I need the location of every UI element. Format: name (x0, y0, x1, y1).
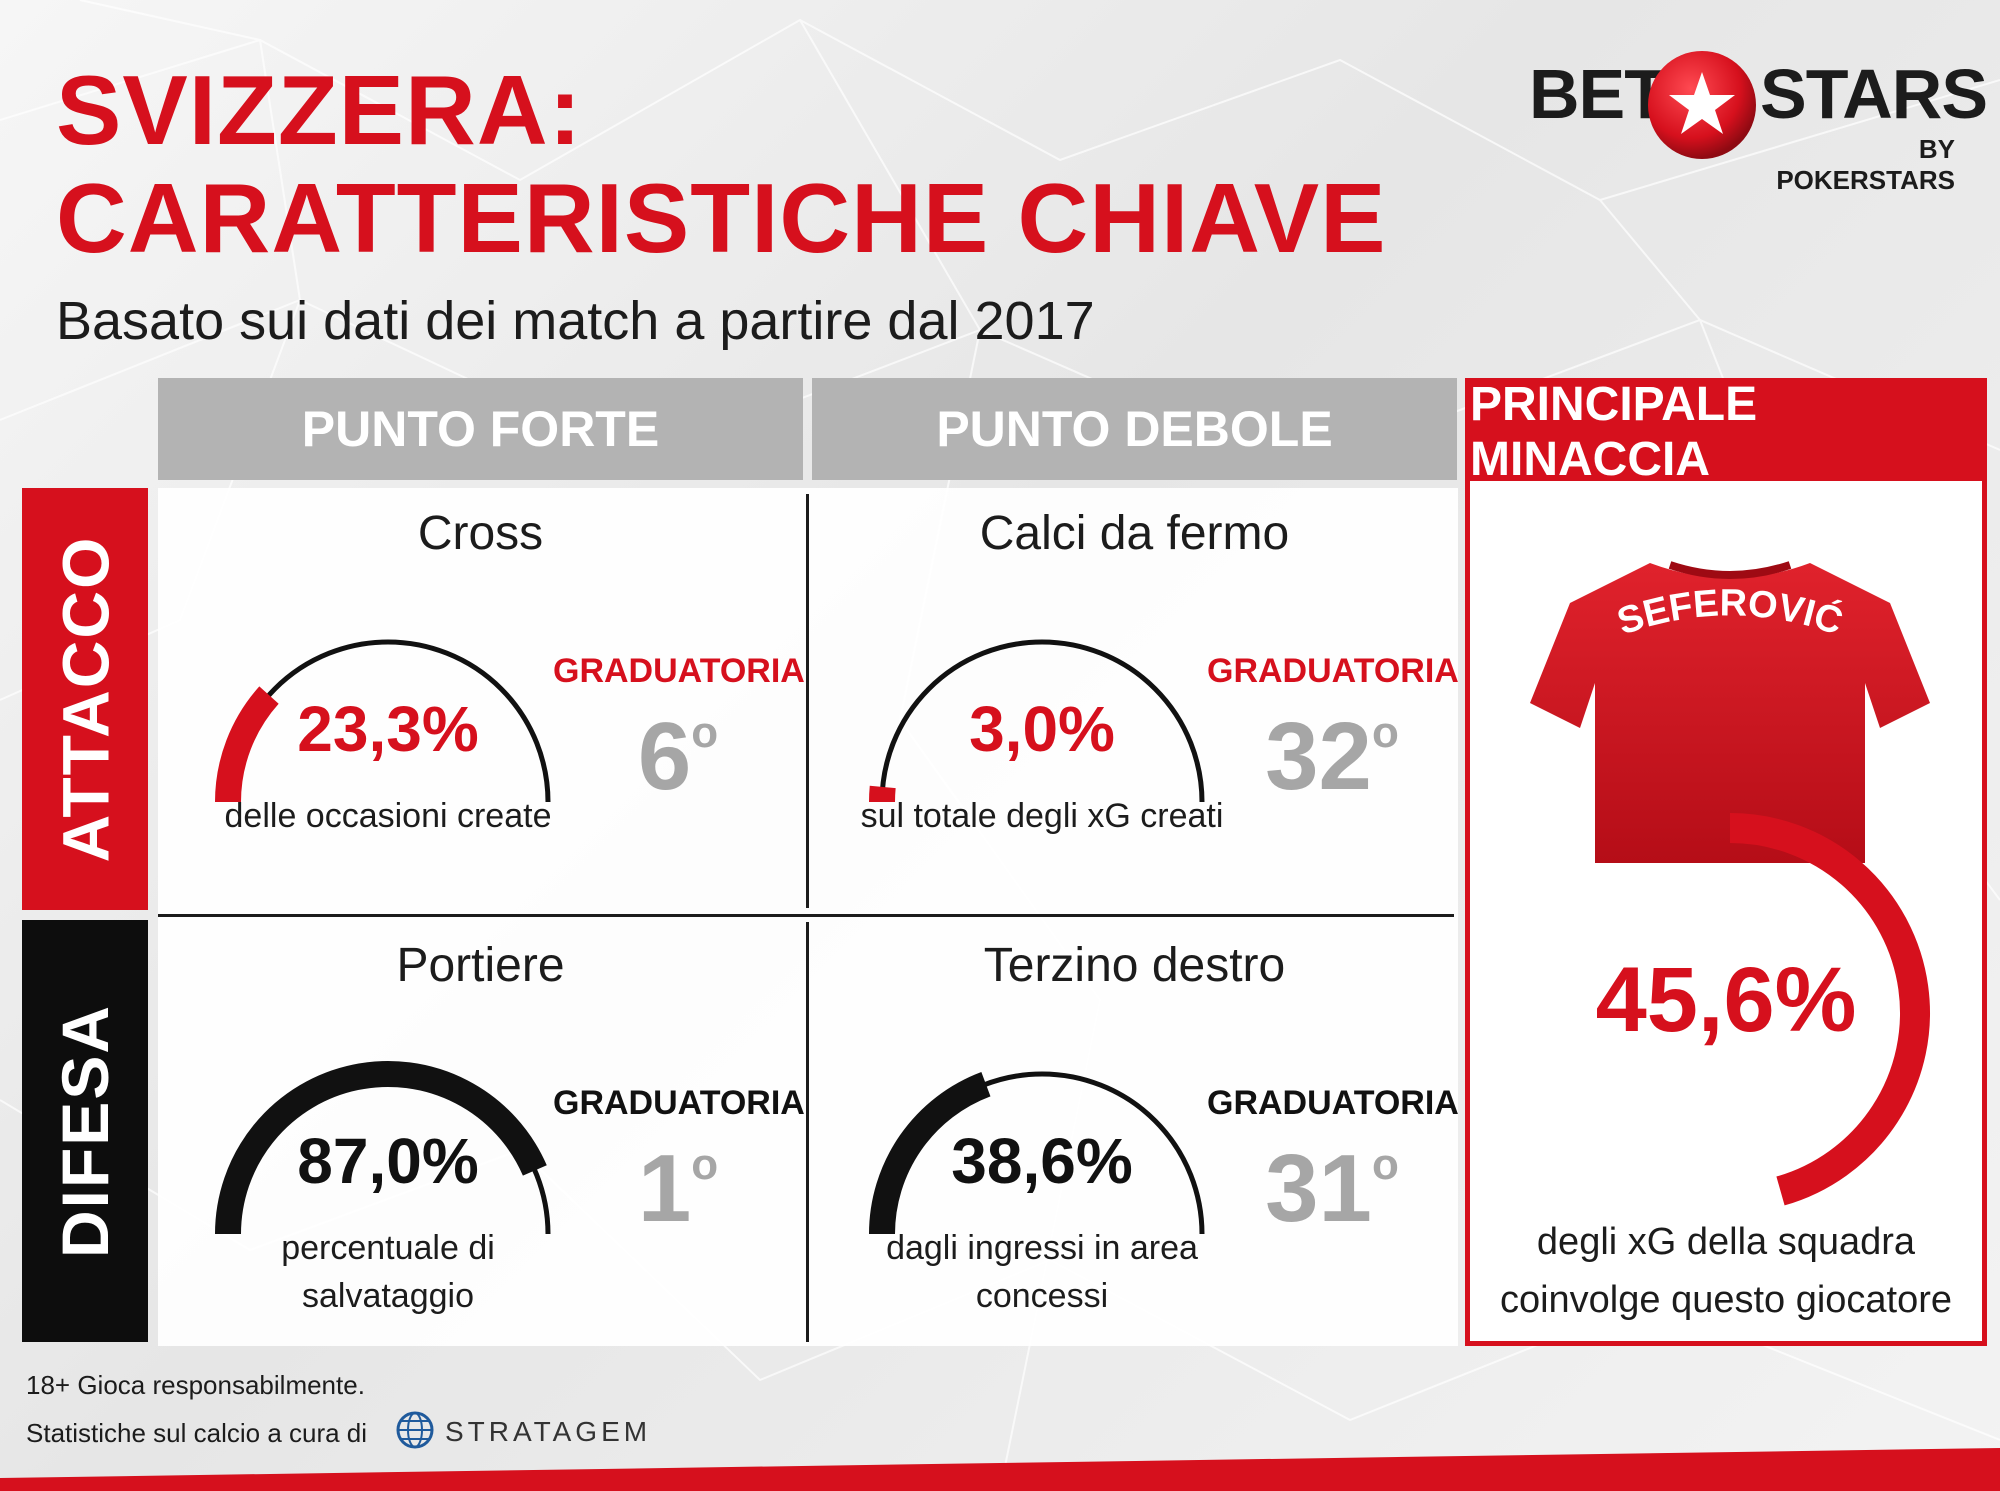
cell-difesa-forte: Portiere 87,0% percentuale di salvataggi… (158, 924, 805, 1344)
gauge-fill (215, 1061, 547, 1235)
star-ball-icon (1648, 51, 1756, 159)
gauge-chart (215, 1061, 551, 1235)
stat-description: delle occasioni create (224, 797, 552, 835)
stat-description: sul totale degli xG creati (860, 797, 1224, 835)
cell-title: Cross (417, 507, 544, 560)
logo-by-pokerstars: BY POKERSTARS (1776, 134, 1955, 195)
stratagem-logo: STRATAGEM (395, 1410, 647, 1454)
desc-line-1: percentuale di (281, 1229, 495, 1267)
desc-line-2: salvataggio (301, 1277, 474, 1315)
gauge-fill (869, 1071, 991, 1235)
rank-value: 32o (1265, 703, 1399, 810)
title-line-2: CARATTERISTICHE CHIAVE (56, 163, 1387, 273)
rank-value: 31o (1265, 1135, 1399, 1242)
difesa-text: DIFESA (48, 1003, 122, 1259)
divider-vertical-top (806, 494, 809, 908)
cell-title: Terzino destro (983, 939, 1286, 992)
logo-bet-text: BET (1529, 55, 1667, 133)
footer-credit: Statistiche sul calcio a cura di (26, 1418, 368, 1448)
stat-value: 87,0% (297, 1125, 479, 1197)
gauge-chart (215, 639, 551, 803)
betstars-logo: BET STARS BY POKERSTARS (1525, 48, 1988, 195)
rank-label: GRADUATORIA (553, 652, 805, 690)
desc-line-1: dagli ingressi in area (886, 1229, 1198, 1267)
rank-label: GRADUATORIA (1207, 652, 1459, 690)
rank-value: 6o (637, 703, 719, 810)
threat-ring-fill (1729, 813, 1930, 1206)
rank-label: GRADUATORIA (1207, 1084, 1459, 1122)
cell-attacco-forte: Cross 23,3% delle occasioni create GRADU… (158, 492, 805, 912)
divider-horizontal (158, 914, 1454, 917)
page-title: SVIZZERA: CARATTERISTICHE CHIAVE (56, 56, 1387, 272)
stat-description: percentuale di salvataggio (188, 1224, 588, 1320)
threat-ring-chart (1729, 813, 1930, 1206)
stat-description: dagli ingressi in area concessi (842, 1224, 1242, 1320)
rank-label: GRADUATORIA (553, 1084, 805, 1122)
cell-attacco-debole: Calci da fermo 3,0% sul totale degli xG … (812, 492, 1459, 912)
stratagem-text: STRATAGEM (445, 1416, 652, 1447)
header-punto-debole: PUNTO DEBOLE (812, 378, 1457, 480)
stat-value: 3,0% (969, 693, 1115, 765)
header-principale-minaccia: PRINCIPALE MINACCIA (1470, 378, 1982, 486)
desc-line-2: concessi (975, 1277, 1109, 1315)
footer-disclaimer: 18+ Gioca responsabilmente. (26, 1370, 365, 1400)
threat-description: degli xG della squadra coinvolge questo … (1480, 1213, 1972, 1329)
gauge-track (879, 639, 1205, 803)
divider-vertical-bottom (806, 922, 809, 1342)
threat-desc-line-1: degli xG della squadra (1536, 1221, 1916, 1263)
row-label-difesa: DIFESA (22, 920, 148, 1342)
stat-value: 23,3% (297, 693, 479, 765)
gauge-chart (869, 1071, 1205, 1235)
stat-value: 38,6% (951, 1125, 1133, 1197)
title-line-1: SVIZZERA: (56, 55, 583, 165)
header-punto-forte: PUNTO FORTE (158, 378, 803, 480)
page-subtitle: Basato sui dati dei match a partire dal … (56, 291, 1095, 351)
attacco-text: ATTACCO (48, 535, 123, 863)
cell-title: Calci da fermo (979, 507, 1290, 560)
bottom-stripe (0, 1448, 2000, 1491)
cell-title: Portiere (396, 939, 565, 992)
rank-value: 1o (637, 1135, 719, 1242)
cell-difesa-debole: Terzino destro 38,6% dagli ingressi in a… (812, 924, 1459, 1344)
row-label-attacco: ATTACCO (22, 488, 148, 910)
gauge-chart (869, 639, 1205, 803)
gauge-fill (215, 686, 279, 803)
main-threat-panel: PRINCIPALE MINACCIA SEFEROVIĆ 45,6% degl… (1465, 378, 1987, 1346)
threat-desc-line-2: coinvolge questo giocatore (1499, 1279, 1953, 1321)
globe-icon (396, 1411, 434, 1449)
jersey-icon: SEFEROVIĆ (1530, 561, 1930, 863)
threat-value: 45,6% (1595, 949, 1857, 1051)
logo-stars-text: STARS (1760, 55, 1988, 133)
gauge-fill (869, 785, 896, 803)
